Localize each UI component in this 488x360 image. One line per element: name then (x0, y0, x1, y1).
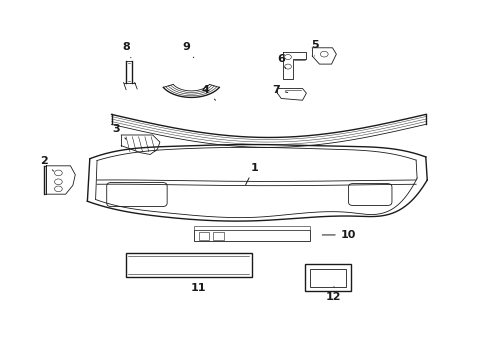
Text: 7: 7 (271, 85, 287, 95)
Text: 10: 10 (322, 230, 355, 240)
Bar (309, 269, 346, 287)
Circle shape (54, 170, 62, 176)
FancyBboxPatch shape (106, 183, 167, 207)
Text: 4: 4 (202, 85, 215, 100)
Text: 11: 11 (190, 278, 206, 293)
Text: 6: 6 (276, 54, 285, 68)
Text: 1: 1 (245, 163, 258, 185)
Circle shape (284, 64, 291, 69)
Bar (305, 264, 350, 291)
FancyBboxPatch shape (348, 184, 391, 206)
Text: 2: 2 (40, 156, 53, 171)
Bar (213, 232, 223, 239)
Bar (198, 232, 209, 239)
Bar (126, 253, 251, 278)
Text: 3: 3 (112, 123, 126, 139)
Circle shape (284, 54, 291, 59)
Text: 5: 5 (310, 40, 318, 56)
Text: 8: 8 (122, 42, 131, 58)
Bar (193, 230, 309, 241)
Circle shape (54, 186, 62, 192)
Text: 9: 9 (182, 42, 193, 58)
Circle shape (320, 51, 327, 57)
Circle shape (54, 179, 62, 185)
Bar (193, 226, 309, 230)
Text: 12: 12 (325, 286, 341, 302)
